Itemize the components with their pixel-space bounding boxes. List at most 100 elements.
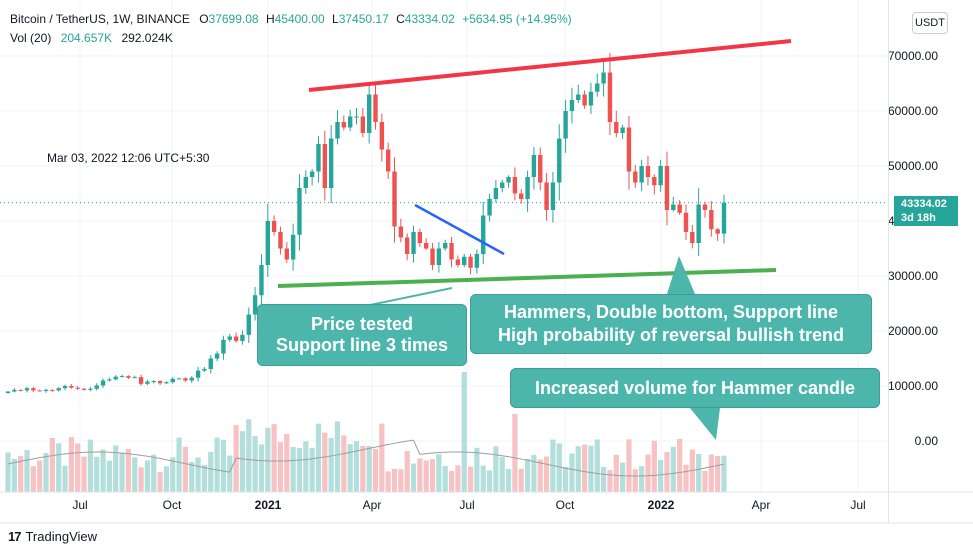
candle-body: [145, 381, 150, 384]
volume-label[interactable]: Vol (20): [10, 31, 52, 45]
candle-body: [316, 144, 321, 172]
volume-bar: [284, 434, 290, 492]
volume-bar: [607, 470, 613, 492]
volume-bar: [556, 443, 562, 492]
candle-body: [404, 237, 410, 254]
candle-body: [430, 248, 435, 265]
candle-body: [385, 149, 391, 172]
candle-body: [132, 377, 137, 379]
candle-body: [126, 376, 131, 378]
candle-body: [677, 204, 682, 213]
candle-body: [303, 177, 309, 188]
candle-body: [24, 388, 30, 391]
drawn-lines[interactable]: [277, 39, 792, 440]
candle-body: [214, 353, 220, 359]
open-value: 37699.08: [208, 12, 259, 26]
price-tick-label: 60000.00: [888, 104, 938, 118]
tradingview-brand[interactable]: 17 TradingView: [8, 529, 97, 544]
volume-bar: [512, 414, 518, 492]
candle-body: [37, 390, 42, 392]
volume-bar: [138, 467, 144, 492]
volume-bar: [195, 457, 201, 492]
candle-body: [474, 254, 480, 268]
volume-bar: [208, 451, 214, 492]
candle-body: [233, 336, 239, 341]
trendline: [414, 203, 505, 256]
callout-line: Hammers, Double bottom, Support line: [503, 302, 839, 322]
candle-body: [335, 122, 340, 139]
resistance-line: [308, 39, 792, 92]
time-tick-label: Apr: [752, 498, 771, 512]
crosshair-timestamp: Mar 03, 2022 12:06 UTC+5:30: [47, 151, 210, 165]
candle-body: [75, 387, 80, 389]
volume-bar: [486, 470, 493, 492]
last-price: 43334.02: [901, 198, 947, 210]
volume-bar: [18, 456, 24, 492]
candle-body: [607, 72, 613, 122]
volume-bar: [696, 454, 702, 492]
volume-bar: [664, 451, 670, 492]
candle-body: [240, 334, 245, 341]
volume-value-1: 204.657K: [60, 31, 113, 45]
callout-line: Support line 3 times: [275, 335, 449, 355]
volume-bar: [379, 423, 385, 492]
volume-bar: [43, 453, 49, 492]
candle-body: [259, 265, 264, 296]
volume-bar: [24, 450, 30, 492]
candle-body: [696, 204, 701, 243]
volume-bar: [639, 466, 645, 492]
last-price-tag: 43334.02 3d 18h: [894, 196, 958, 226]
candle-body: [493, 188, 499, 199]
candle-body: [715, 229, 720, 234]
candle-body: [512, 177, 518, 194]
candle-body: [43, 389, 49, 391]
volume-bar: [189, 462, 195, 492]
volume-bar: [296, 447, 303, 492]
candle-body: [481, 215, 486, 254]
bar-countdown: 3d 18h: [901, 212, 936, 224]
volume-bar: [626, 439, 632, 492]
volume-bar: [708, 454, 714, 492]
currency-button[interactable]: USDT: [912, 12, 948, 34]
volume-bar: [277, 442, 284, 492]
time-tick-label: 2021: [255, 498, 282, 512]
candle-body: [252, 295, 258, 315]
volume-bar: [360, 445, 366, 492]
volume-bar: [37, 460, 43, 492]
support-line: [277, 268, 777, 288]
candle-body: [347, 116, 353, 128]
candle-body: [652, 177, 657, 186]
volume-bar: [505, 468, 512, 492]
price-axis[interactable]: 0.0010000.0020000.0030000.0040000.005000…: [888, 49, 938, 448]
volume-bar: [246, 419, 252, 492]
candle-body: [620, 127, 625, 133]
volume-bar: [436, 454, 442, 492]
low-value: 37450.17: [338, 12, 389, 26]
candle-body: [563, 111, 568, 139]
time-tick-label: Jul: [72, 498, 87, 512]
volume-bar: [543, 456, 550, 492]
volume-bar: [448, 470, 455, 492]
candle-body: [683, 212, 689, 232]
price-tick-label: 0.00: [915, 434, 939, 448]
symbol-name[interactable]: Bitcoin / TetherUS, 1W, BINANCE: [10, 12, 190, 26]
candle-body: [290, 234, 296, 260]
time-axis[interactable]: Jul Oct 2021 Apr Jul Oct 2022 Apr Jul: [0, 491, 973, 524]
callout-line: High probability of reversal bullish tre…: [497, 325, 845, 345]
callout-volume: Increased volume for Hammer candle: [510, 368, 880, 408]
candle-body: [664, 166, 670, 210]
volume-bar: [341, 435, 347, 492]
volume-bar: [322, 432, 328, 492]
volume-bar: [670, 446, 676, 492]
volume-bar: [677, 438, 683, 492]
candle-body: [56, 388, 61, 391]
candle-body: [88, 388, 93, 390]
volume-bar: [594, 439, 600, 492]
candle-body: [550, 182, 556, 210]
volume-bar: [474, 447, 480, 492]
close-value: 43334.02: [404, 12, 455, 26]
candle-body: [107, 379, 112, 381]
volume-bar: [423, 460, 429, 492]
volume-bar: [658, 459, 664, 492]
